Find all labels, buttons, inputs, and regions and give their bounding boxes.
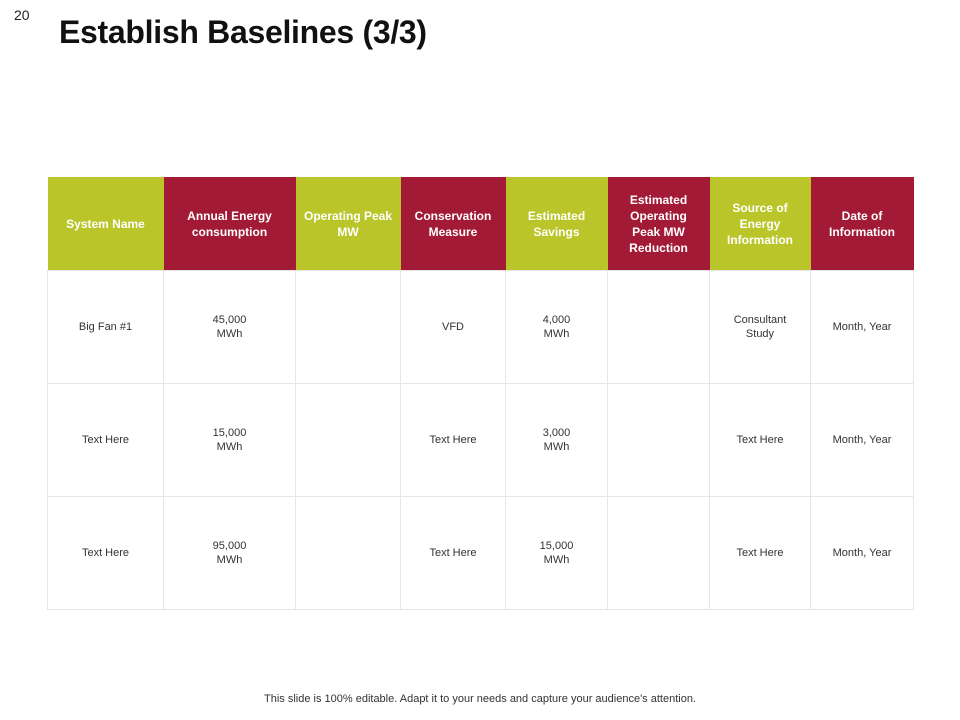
table-cell: 95,000 MWh	[163, 496, 296, 610]
slide-title: Establish Baselines (3/3)	[59, 14, 427, 50]
table-cell: Text Here	[47, 496, 164, 610]
table-cell	[607, 270, 710, 384]
table-cell	[607, 383, 710, 497]
table-cell: Consultant Study	[709, 270, 811, 384]
footer-note: This slide is 100% editable. Adapt it to…	[264, 693, 696, 705]
table-row: Text Here 95,000 MWh Text Here 15,000 MW…	[47, 496, 914, 610]
table-cell: Month, Year	[810, 270, 914, 384]
header-conservation-measure: Conservation Measure	[400, 177, 506, 271]
table-cell: Text Here	[47, 383, 164, 497]
table-cell	[607, 496, 710, 610]
header-annual-energy-consumption: Annual Energy consumption	[163, 177, 296, 271]
table-cell: Big Fan #1	[47, 270, 164, 384]
table-cell: Text Here	[400, 496, 506, 610]
table-row: Text Here 15,000 MWh Text Here 3,000 MWh…	[47, 383, 914, 497]
table-cell: Text Here	[709, 383, 811, 497]
table-header-row: System Name Annual Energy consumption Op…	[47, 177, 914, 271]
header-estimated-peak-mw-reduction: Estimated Operating Peak MW Reduction	[607, 177, 710, 271]
baselines-table: System Name Annual Energy consumption Op…	[47, 177, 914, 610]
table-row: Big Fan #1 45,000 MWh VFD 4,000 MWh Cons…	[47, 270, 914, 384]
slide-number: 20	[14, 7, 30, 23]
table-cell: 4,000 MWh	[505, 270, 608, 384]
table-cell: Text Here	[709, 496, 811, 610]
table-cell: Text Here	[400, 383, 506, 497]
table-cell: 45,000 MWh	[163, 270, 296, 384]
header-operating-peak-mw: Operating Peak MW	[295, 177, 401, 271]
header-source-of-energy-information: Source of Energy Information	[709, 177, 811, 271]
table-cell: 3,000 MWh	[505, 383, 608, 497]
table-cell	[295, 383, 401, 497]
table-cell	[295, 496, 401, 610]
header-estimated-savings: Estimated Savings	[505, 177, 608, 271]
header-date-of-information: Date of Information	[810, 177, 914, 271]
header-system-name: System Name	[47, 177, 164, 271]
table-cell: VFD	[400, 270, 506, 384]
table-cell: 15,000 MWh	[163, 383, 296, 497]
table-cell: Month, Year	[810, 496, 914, 610]
table-cell	[295, 270, 401, 384]
table-cell: 15,000 MWh	[505, 496, 608, 610]
table-cell: Month, Year	[810, 383, 914, 497]
